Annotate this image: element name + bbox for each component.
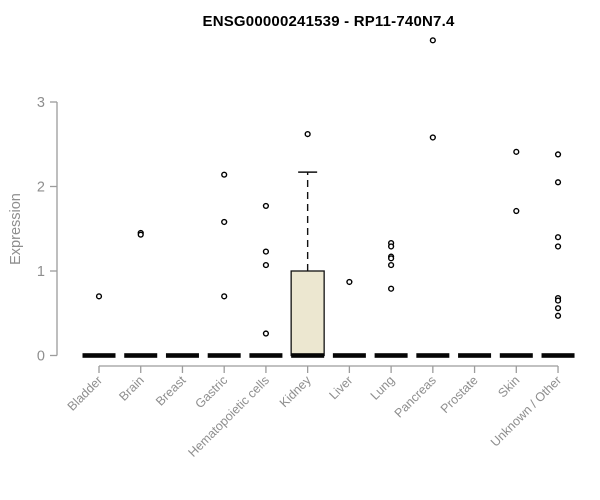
y-tick-label: 2: [37, 180, 45, 196]
data-point: [554, 179, 562, 186]
x-category-label: Prostate: [438, 373, 481, 416]
data-point: [429, 134, 436, 141]
data-point: [429, 37, 436, 44]
data-point: [95, 293, 103, 300]
zero-median-bar: [374, 353, 408, 358]
data-point: [554, 312, 562, 319]
zero-median-bar: [165, 353, 199, 358]
chart-title: ENSG00000241539 - RP11-740N7.4: [202, 13, 455, 30]
data-point: [262, 261, 270, 269]
y-tick-label: 0: [37, 349, 45, 365]
zero-median-bar: [124, 353, 158, 358]
data-point: [221, 293, 228, 300]
x-category-label: Gastric: [192, 373, 230, 411]
data-point: [262, 202, 270, 210]
zero-median-bar: [82, 353, 116, 358]
zero-median-bar: [249, 353, 283, 358]
data-point: [221, 171, 228, 178]
x-category-label: Lung: [368, 373, 398, 403]
data-point: [554, 305, 562, 312]
x-category-label: Bladder: [65, 373, 105, 413]
kidney-box: [290, 270, 325, 357]
x-category-label: Brain: [116, 373, 147, 404]
x-category-label: Skin: [495, 373, 522, 400]
y-tick-label: 1: [37, 264, 45, 280]
x-category-label: Pancreas: [392, 373, 439, 420]
data-point: [554, 234, 562, 241]
x-category-label: Hematopoietic cells: [185, 373, 272, 460]
data-point: [262, 330, 270, 337]
data-point: [513, 148, 520, 155]
zero-median-bar: [291, 353, 325, 358]
x-category-label: Kidney: [277, 373, 314, 410]
x-category-label: Breast: [153, 373, 189, 409]
zero-median-bar: [207, 353, 241, 358]
y-tick-label: 3: [37, 95, 45, 111]
data-point: [388, 261, 395, 269]
data-point: [137, 231, 144, 238]
data-point: [346, 278, 353, 286]
data-point: [554, 243, 562, 250]
data-point: [304, 131, 311, 138]
data-point: [388, 255, 395, 262]
x-category-label: Unknown / Other: [488, 373, 564, 449]
zero-median-bar: [458, 353, 492, 358]
data-point: [554, 297, 562, 304]
zero-median-bar: [499, 353, 533, 358]
data-point: [388, 243, 395, 250]
zero-median-bar: [541, 353, 575, 358]
zero-median-bar: [416, 353, 450, 358]
data-point: [388, 285, 395, 292]
x-category-label: Liver: [326, 373, 355, 402]
data-point: [262, 248, 270, 255]
data-point: [554, 151, 562, 158]
data-point: [221, 218, 228, 226]
data-point: [513, 207, 520, 215]
zero-median-bar: [332, 353, 366, 358]
